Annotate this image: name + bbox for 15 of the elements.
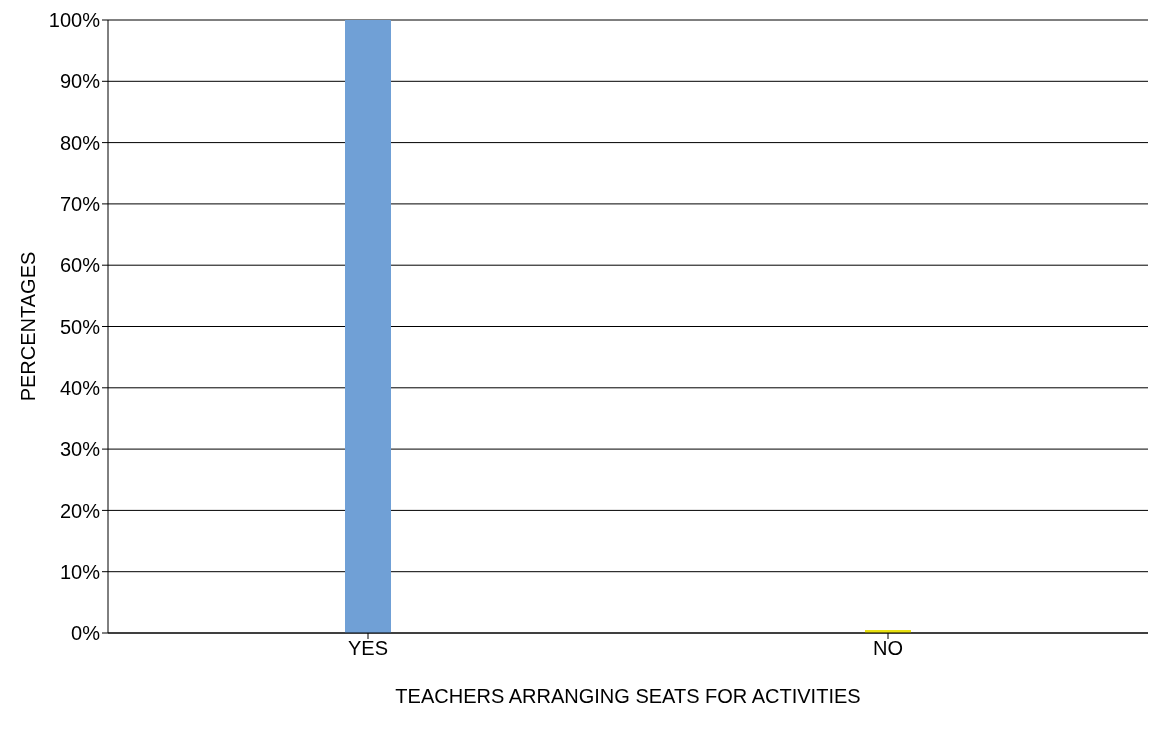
- y-tick-label: 60%: [59, 254, 101, 277]
- y-tick-label: 70%: [59, 193, 101, 215]
- y-tick-label: 90%: [59, 70, 101, 93]
- y-tick-label: 10%: [59, 560, 101, 583]
- x-tick-label: NO: [873, 637, 903, 660]
- y-tick-label: 30%: [59, 438, 101, 461]
- y-tick-label: 0%: [71, 622, 101, 645]
- y-tick-label: 80%: [59, 131, 101, 154]
- y-tick-label: 100%: [48, 9, 101, 32]
- y-tick-label: 50%: [59, 315, 101, 338]
- x-tick-label: YES: [347, 637, 389, 660]
- y-axis-title: PERCENTAGES: [17, 251, 40, 402]
- y-tick-label: 40%: [59, 376, 101, 399]
- y-tick-label: 20%: [59, 499, 101, 522]
- x-axis-title: TEACHERS ARRANGING SEATS FOR ACTIVITIES: [395, 685, 861, 707]
